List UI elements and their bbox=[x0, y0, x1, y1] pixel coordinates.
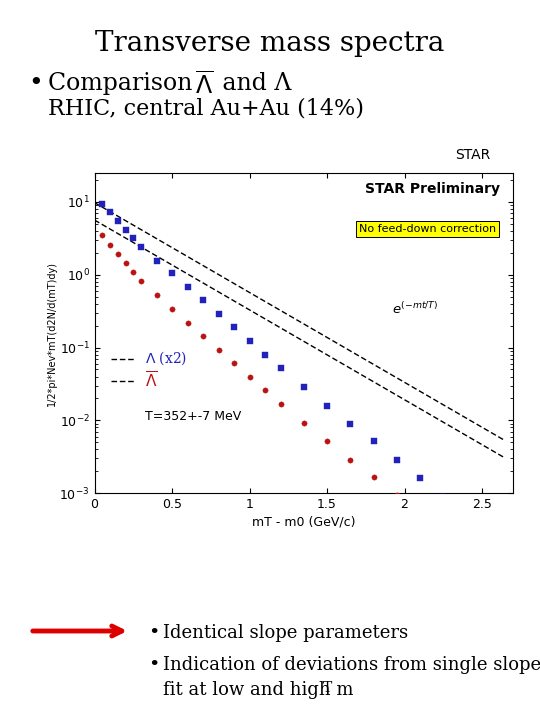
Text: •: • bbox=[148, 624, 159, 642]
Text: STAR: STAR bbox=[455, 148, 490, 162]
Text: Transverse mass spectra: Transverse mass spectra bbox=[96, 30, 444, 57]
Text: STAR Preliminary: STAR Preliminary bbox=[366, 182, 501, 197]
Text: $\overline{\Lambda}$: $\overline{\Lambda}$ bbox=[195, 72, 213, 99]
Text: $\overline{\Lambda}$: $\overline{\Lambda}$ bbox=[145, 371, 157, 391]
Text: RHIC, central Au+Au (14%): RHIC, central Au+Au (14%) bbox=[48, 98, 364, 120]
Text: •: • bbox=[148, 656, 159, 674]
Text: Identical slope parameters: Identical slope parameters bbox=[163, 624, 408, 642]
X-axis label: mT - m0 (GeV/c): mT - m0 (GeV/c) bbox=[252, 516, 355, 528]
Text: T: T bbox=[323, 681, 332, 695]
Text: •: • bbox=[28, 72, 43, 95]
Text: T=352+-7 MeV: T=352+-7 MeV bbox=[145, 410, 241, 423]
Y-axis label: 1/2*pi*Nev*mT(d2N/d(mT)dy): 1/2*pi*Nev*mT(d2N/d(mT)dy) bbox=[46, 261, 57, 405]
Text: Comparison: Comparison bbox=[48, 72, 200, 95]
Text: $e^{(-mt/T)}$: $e^{(-mt/T)}$ bbox=[392, 301, 438, 317]
Text: $\Lambda$ (x2): $\Lambda$ (x2) bbox=[145, 350, 187, 367]
Text: No feed-down correction: No feed-down correction bbox=[359, 224, 496, 234]
Text: Indication of deviations from single slope: Indication of deviations from single slo… bbox=[163, 656, 540, 674]
Text: fit at low and high m: fit at low and high m bbox=[163, 681, 354, 699]
Text: and Λ: and Λ bbox=[215, 72, 292, 95]
